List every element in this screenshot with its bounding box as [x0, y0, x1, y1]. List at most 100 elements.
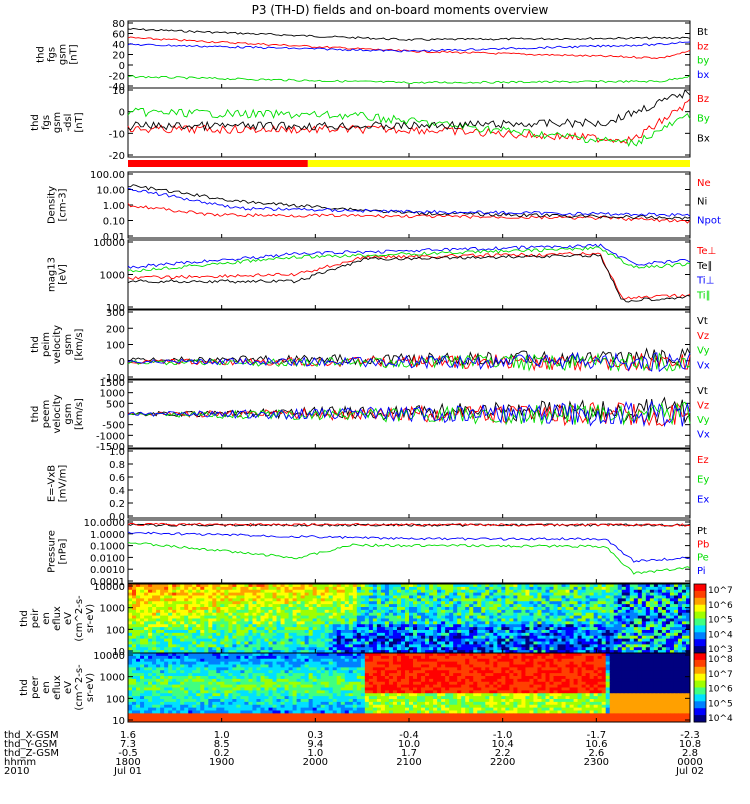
- peir-spec-cell: [313, 596, 318, 599]
- peir-spec-cell: [353, 584, 358, 587]
- efield-ytick-label: 0.4: [109, 486, 125, 497]
- peir-spec-cell: [192, 630, 197, 633]
- peir-spec-cell: [562, 636, 567, 639]
- peir-spec-cell: [610, 647, 615, 650]
- peir-spec-cell: [678, 630, 683, 633]
- pressure-ytick-label: 0.0100: [90, 553, 125, 564]
- peir-spec-cell: [517, 624, 522, 627]
- peir-spec-cell: [554, 613, 559, 616]
- peir-spec-cell: [168, 647, 173, 650]
- peer-spec-cell: [216, 670, 221, 673]
- peir-spec-cell: [670, 619, 675, 622]
- peir-spec-cell: [136, 613, 141, 616]
- peir-spec-cell: [517, 613, 522, 616]
- peir-spec-cell: [160, 601, 165, 604]
- peir-spec-cell: [578, 601, 583, 604]
- peir-spec-cell: [353, 619, 358, 622]
- peir-spec-cell: [248, 619, 253, 622]
- peir-spec-ytick-label: 1000: [100, 604, 125, 615]
- peer-spec-cell: [558, 659, 563, 662]
- peir-spec-cell: [537, 619, 542, 622]
- peir-spec-cell: [574, 642, 579, 645]
- density-ytick-label: 0.10: [103, 217, 125, 228]
- peir-spec-cell: [622, 607, 627, 610]
- pressure-frame: [128, 520, 690, 583]
- peir-spec-cell: [252, 619, 257, 622]
- peir-spec-cell: [658, 601, 663, 604]
- peir-spec-cell: [590, 642, 595, 645]
- peer-spec-cell: [441, 670, 446, 673]
- peir-spec-cell: [317, 607, 322, 610]
- peer-spec-cell: [533, 670, 538, 673]
- peer-spec-cell: [204, 659, 209, 662]
- peir-spec-cell: [361, 590, 366, 593]
- peir-spec-cell: [260, 596, 265, 599]
- peir-spec-cell: [180, 647, 185, 650]
- peir-spec-cell: [200, 630, 205, 633]
- peir-spec-cell: [341, 596, 346, 599]
- peir-spec-cell: [674, 630, 679, 633]
- peir-spec-cell: [180, 613, 185, 616]
- peir-spec-cell: [666, 601, 671, 604]
- peir-spec-cell: [329, 590, 334, 593]
- peir-spec-cell: [397, 601, 402, 604]
- peir-spec-cell: [293, 630, 298, 633]
- peer-spec-cell: [662, 659, 667, 662]
- peer-spec-cell: [277, 665, 282, 668]
- peir-spec-cell: [445, 607, 450, 610]
- peer-spec-cell: [545, 670, 550, 673]
- peer-spec-cell: [481, 676, 486, 679]
- peir-spec-cell: [650, 601, 655, 604]
- peir-spec-cell: [236, 590, 241, 593]
- peir-spec-cell: [273, 596, 278, 599]
- peir-spec-cell: [598, 613, 603, 616]
- peir-spec-cell: [598, 619, 603, 622]
- peir-spec-cell: [606, 636, 611, 639]
- peir-spec-cell: [578, 607, 583, 610]
- peir-spec-cell: [586, 613, 591, 616]
- peir-spec-cell: [682, 596, 687, 599]
- peir-spec-cell: [325, 642, 330, 645]
- peir-spec-cell: [285, 619, 290, 622]
- peer-spec-cell: [333, 665, 338, 668]
- peir-spec-cell: [566, 613, 571, 616]
- peir-spec-cell: [465, 636, 470, 639]
- peir-spec-cell: [301, 642, 306, 645]
- peir-spec-cell: [658, 636, 663, 639]
- peir-spec-cell: [606, 613, 611, 616]
- peir-spec-cell: [489, 607, 494, 610]
- peir-spec-cell: [537, 601, 542, 604]
- peir-spec-cell: [385, 601, 390, 604]
- peer-spec-cell: [425, 659, 430, 662]
- peir-spec-cell: [168, 590, 173, 593]
- peer-spec-cell: [630, 653, 635, 656]
- peer-spec-cell: [236, 670, 241, 673]
- peir-spec-cell: [529, 613, 534, 616]
- peir-spec-cell: [441, 624, 446, 627]
- peer-spec-cell: [501, 665, 506, 668]
- peer-spec-cell: [256, 676, 261, 679]
- peir-spec-cell: [582, 596, 587, 599]
- peir-spec-cell: [168, 630, 173, 633]
- peer-spec-cell: [409, 659, 414, 662]
- peir-spec-cell: [293, 590, 298, 593]
- peer-spec-cell: [196, 659, 201, 662]
- peir-spec-cell: [216, 642, 221, 645]
- peir-spec-cell: [152, 619, 157, 622]
- peir-spec-cell: [545, 647, 550, 650]
- peer-spec-cell: [598, 659, 603, 662]
- peir-spec-cell: [465, 647, 470, 650]
- peir-spec-cell: [329, 619, 334, 622]
- peir-spec-cell: [533, 584, 538, 587]
- peir-spec-cell: [180, 607, 185, 610]
- peir-spec-cell: [389, 596, 394, 599]
- peir-spec-cell: [381, 584, 386, 587]
- peer-spec-cell: [273, 670, 278, 673]
- peer-spec-cell: [405, 676, 410, 679]
- peir-spec-cell: [333, 647, 338, 650]
- peir-spec-cell: [437, 613, 442, 616]
- peir-spec-cell: [365, 596, 370, 599]
- peer-spec-cell: [566, 653, 571, 656]
- peer-spec-cell: [670, 676, 675, 679]
- peem-velocity-ytick-label: 1500: [100, 378, 125, 389]
